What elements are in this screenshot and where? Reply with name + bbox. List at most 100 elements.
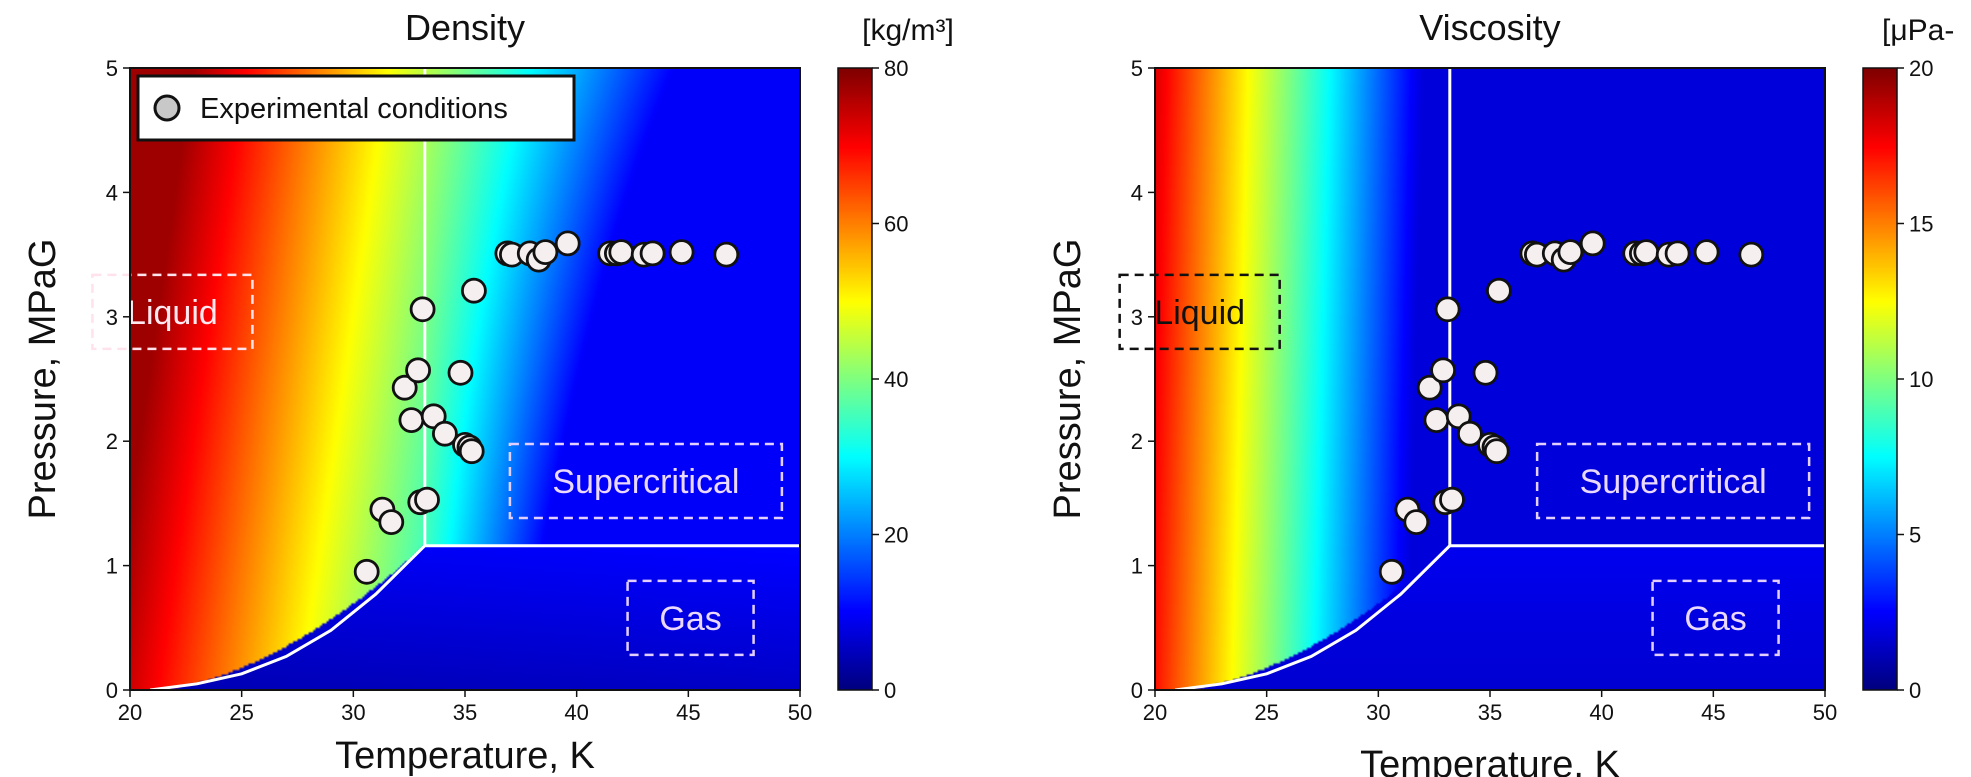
experimental-point	[554, 230, 581, 257]
experimental-point	[1664, 240, 1691, 267]
region-liquid-label: Liquid	[1154, 294, 1245, 332]
region-supercritical-box	[1535, 442, 1811, 520]
experimental-point	[1472, 359, 1499, 386]
region-gas-label: Gas	[659, 600, 721, 638]
y-tick-label: 2	[106, 429, 118, 454]
saturation-curve	[149, 544, 426, 692]
experimental-point	[447, 359, 474, 386]
experimental-point	[458, 438, 485, 465]
experimental-point	[460, 277, 487, 304]
y-tick-label: 5	[1131, 56, 1143, 81]
x-tick-label: 40	[1589, 700, 1613, 725]
colorbar-tick-label: 15	[1909, 212, 1933, 237]
density-colorbar-unit: [kg/m³]	[862, 14, 954, 47]
experimental-point	[532, 239, 559, 266]
experimental-point	[1378, 558, 1405, 585]
y-tick-label: 3	[106, 305, 118, 330]
experimental-point	[1439, 486, 1465, 513]
colorbar-tick-label: 0	[1909, 678, 1921, 703]
density-legend: Experimental conditions	[136, 74, 576, 142]
viscosity-colorbar-ticks: 0 5 10 15 20	[1897, 56, 1933, 703]
experimental-point	[1430, 357, 1456, 384]
viscosity-x-axis-label: Temperature, K	[1360, 744, 1620, 777]
x-tick-label: 35	[453, 700, 477, 725]
x-tick-label: 20	[118, 700, 142, 725]
experimental-point	[1403, 509, 1430, 535]
region-supercritical: Supercritical	[1535, 442, 1811, 520]
viscosity-experimental-points	[1378, 230, 1765, 585]
viscosity-region-labels: Liquid Supercritical Gas	[1118, 273, 1811, 657]
colorbar-tick-label: 20	[1909, 56, 1933, 81]
experimental-point	[1557, 239, 1584, 266]
colorbar-tick-label: 40	[884, 367, 908, 392]
viscosity-colorbar-unit: [μPa-	[1882, 14, 1954, 47]
region-gas: Gas	[626, 579, 755, 657]
colorbar-tick-label: 80	[884, 56, 908, 81]
density-x-ticks: 20 25 30 35 40 45 50	[118, 690, 812, 725]
experimental-point	[668, 239, 695, 266]
x-tick-label: 35	[1478, 700, 1502, 725]
y-tick-label: 5	[106, 56, 118, 81]
y-tick-label: 1	[106, 554, 118, 579]
x-tick-label: 50	[788, 700, 812, 725]
region-supercritical: Supercritical	[508, 442, 784, 520]
x-tick-label: 25	[1254, 700, 1278, 725]
density-y-axis-label: Pressure, MPaG	[22, 239, 64, 520]
x-tick-label: 30	[1366, 700, 1390, 725]
x-tick-label: 50	[1813, 700, 1837, 725]
experimental-point	[1457, 420, 1483, 447]
experimental-point	[405, 357, 432, 384]
experimental-point	[1416, 374, 1443, 401]
y-tick-label: 0	[106, 678, 118, 703]
region-supercritical-label: Supercritical	[552, 463, 739, 501]
region-liquid: Liquid	[91, 273, 254, 351]
region-liquid-box	[91, 273, 254, 351]
x-tick-label: 45	[1701, 700, 1725, 725]
y-tick-label: 1	[1131, 554, 1143, 579]
density-region-labels: Liquid Supercritical Gas	[91, 273, 784, 657]
x-tick-label: 40	[564, 700, 588, 725]
density-colorbar: 0 20 40 60 80 [kg/m³]	[837, 14, 954, 703]
region-gas: Gas	[1651, 579, 1780, 657]
region-gas-label: Gas	[1684, 600, 1746, 638]
y-tick-label: 0	[1131, 678, 1143, 703]
density-legend-box	[136, 74, 576, 142]
region-liquid-box	[1118, 273, 1281, 351]
colorbar-tick-label: 20	[884, 523, 908, 548]
experimental-point	[1633, 239, 1660, 266]
viscosity-chart-title: Viscosity	[1419, 7, 1560, 48]
density-legend-label: Experimental conditions	[200, 93, 508, 125]
y-tick-label: 2	[1131, 429, 1143, 454]
experimental-point	[639, 240, 666, 267]
experimental-point	[608, 239, 635, 266]
experimental-point	[353, 558, 380, 585]
viscosity-y-ticks: 0 1 2 3 4 5	[1131, 56, 1155, 703]
x-tick-label: 30	[341, 700, 365, 725]
region-liquid: Liquid	[1118, 273, 1281, 351]
density-chart-title: Density	[405, 7, 525, 48]
x-tick-label: 25	[229, 700, 253, 725]
density-y-ticks: 0 1 2 3 4 5	[106, 56, 130, 703]
experimental-point	[398, 407, 425, 434]
experimental-point	[431, 420, 458, 447]
colorbar-tick-label: 10	[1909, 367, 1933, 392]
experimental-point	[1486, 277, 1512, 304]
region-liquid-label: Liquid	[127, 294, 218, 332]
experimental-point	[378, 509, 405, 535]
x-tick-label: 45	[676, 700, 700, 725]
x-tick-label: 20	[1143, 700, 1167, 725]
experimental-point	[391, 374, 418, 401]
experimental-point	[713, 241, 740, 268]
experimental-point	[409, 296, 436, 323]
colorbar-tick-label: 5	[1909, 523, 1921, 548]
colorbar-tick-label: 60	[884, 212, 908, 237]
density-colorbar-gradient	[838, 68, 872, 690]
saturation-curve	[1174, 544, 1451, 692]
region-gas-box	[626, 579, 755, 657]
density-colorbar-ticks: 0 20 40 60 80	[872, 56, 908, 703]
density-experimental-points	[353, 230, 740, 585]
y-tick-label: 4	[1131, 180, 1143, 205]
colorbar-tick-label: 0	[884, 678, 896, 703]
